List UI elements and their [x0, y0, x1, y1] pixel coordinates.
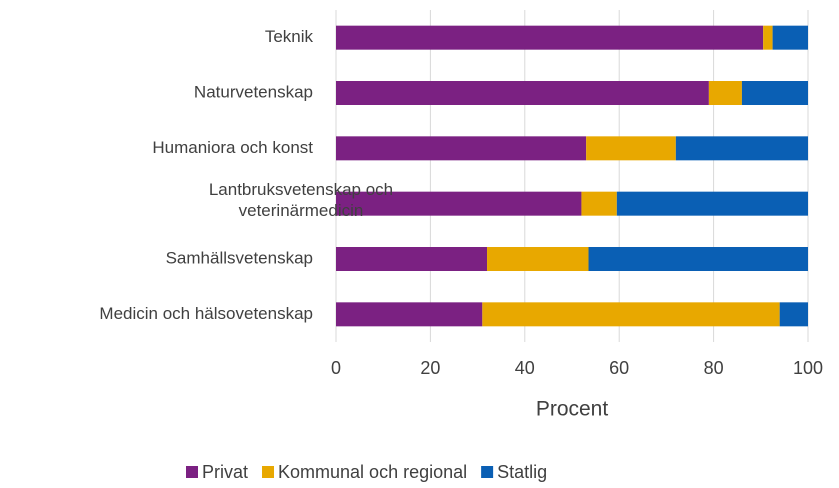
- legend-swatch: [262, 466, 275, 478]
- bar-segment: [779, 302, 808, 327]
- bar-segment: [336, 25, 764, 50]
- x-axis-title: Procent: [536, 398, 609, 421]
- y-tick-label: Samhällsvetenskap: [166, 248, 313, 267]
- legend-swatch: [481, 466, 494, 478]
- legend-swatch: [186, 466, 198, 478]
- y-tick-label: Humaniora och konst: [152, 138, 313, 157]
- legend-label: Kommunal och regional: [278, 462, 467, 482]
- legend-label: Statlig: [497, 462, 547, 482]
- x-tick-label: 60: [609, 358, 629, 378]
- bar-segment: [487, 247, 589, 271]
- bar-segment: [741, 81, 808, 105]
- bar-segment: [581, 191, 617, 216]
- bar-segment: [586, 136, 676, 161]
- y-tick-label: Medicin och hälsovetenskap: [99, 304, 313, 323]
- bar-segment: [482, 302, 780, 327]
- x-tick-label: 0: [331, 358, 341, 378]
- bar-segment: [336, 81, 709, 105]
- y-tick-label: Teknik: [265, 27, 314, 46]
- bar-segment: [336, 136, 587, 161]
- bar-segment: [588, 247, 808, 271]
- bar-segment: [616, 191, 808, 216]
- x-tick-label: 40: [515, 358, 535, 378]
- x-tick-label: 20: [420, 358, 440, 378]
- legend-label: Privat: [202, 462, 248, 482]
- bar-segment: [336, 247, 488, 271]
- bar-segment: [336, 302, 483, 327]
- x-tick-label: 80: [704, 358, 724, 378]
- y-tick-label: Lantbruksvetenskap och veterinärmedicin: [209, 181, 393, 221]
- bar-segment: [772, 25, 808, 50]
- bar-segment: [675, 136, 808, 161]
- bar-segment: [708, 81, 742, 105]
- bar-segment: [763, 25, 773, 50]
- bar-segment: [336, 191, 582, 216]
- y-tick-label: Naturvetenskap: [194, 82, 313, 101]
- x-tick-label: 100: [793, 358, 823, 378]
